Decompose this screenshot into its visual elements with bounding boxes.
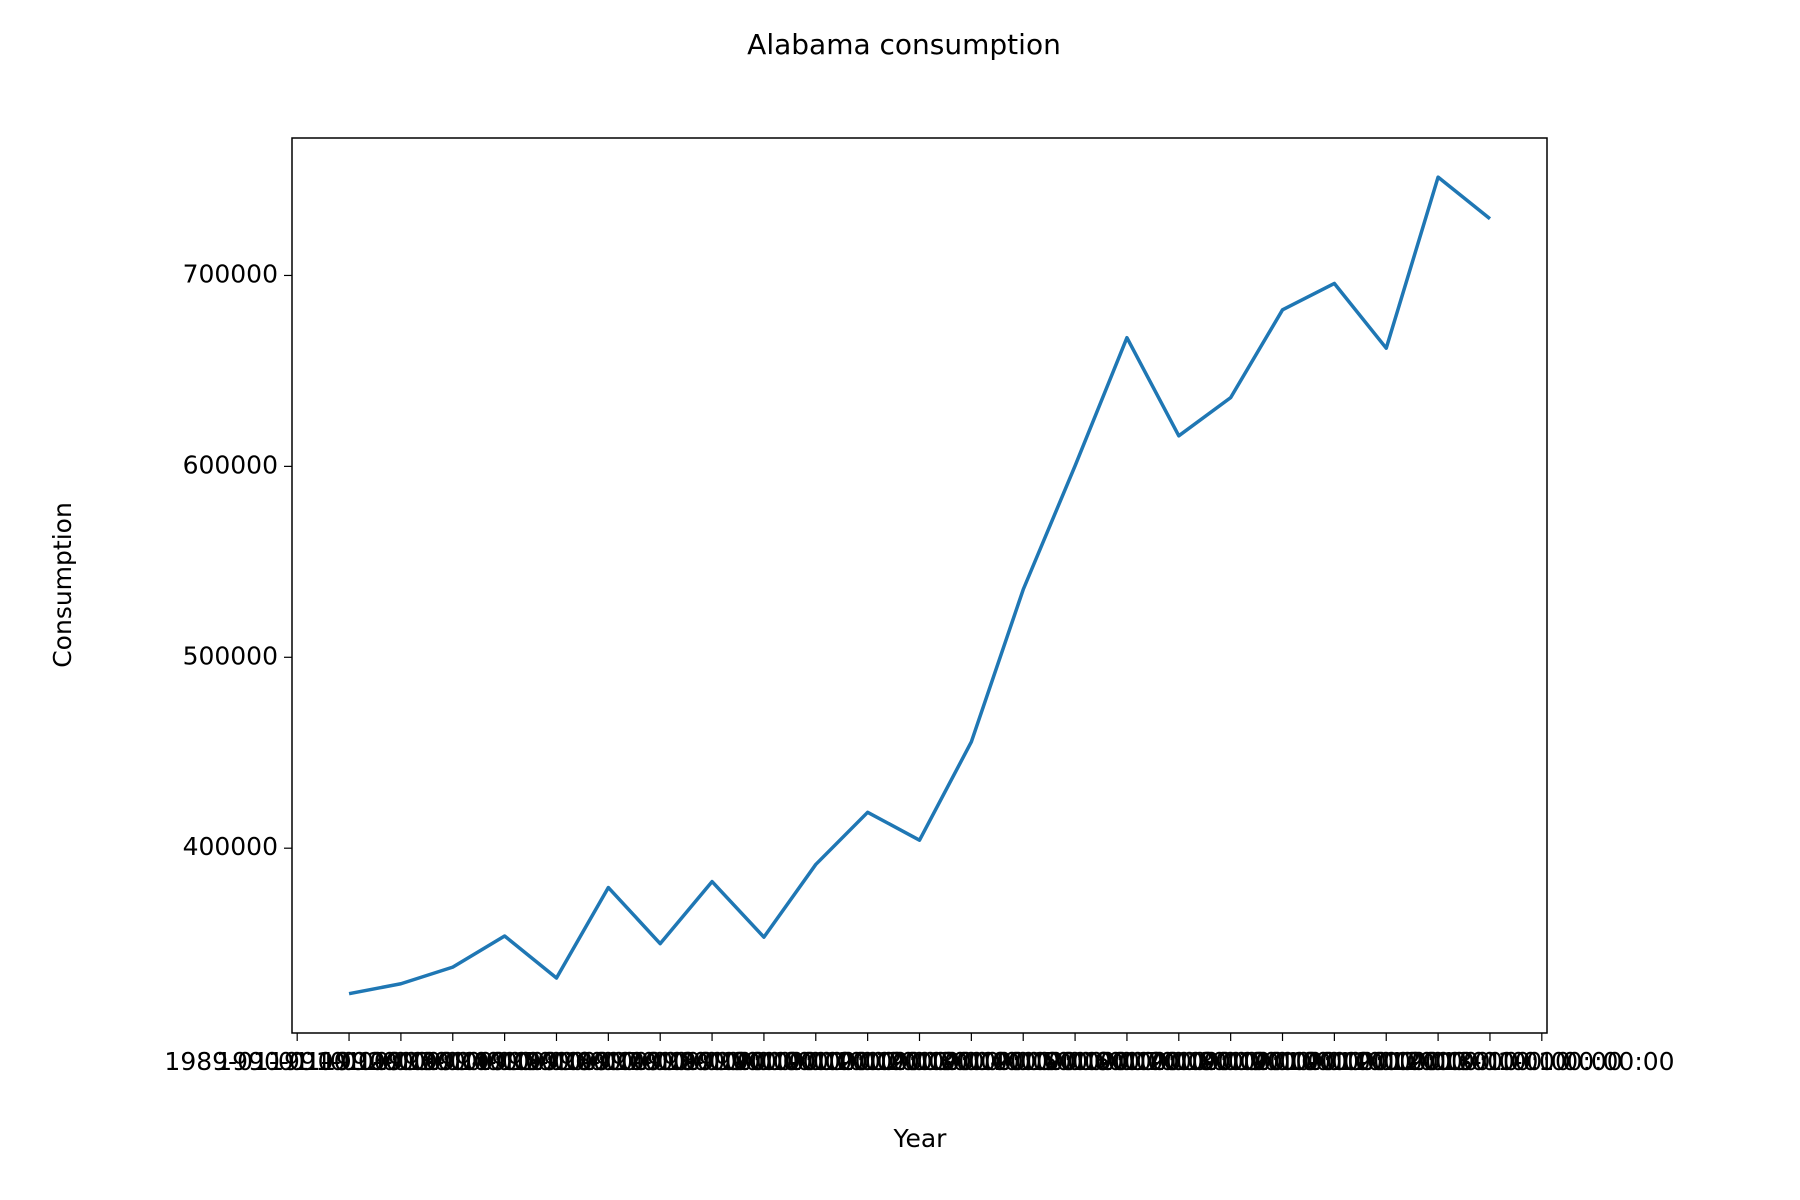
x-tick-label: 1994-01-01 00:00:00 bbox=[424, 1047, 690, 1076]
y-tick-label: 700000 bbox=[183, 259, 278, 288]
x-tick-label: 2010-01-01 00:00:00 bbox=[1253, 1047, 1519, 1076]
x-tick-label: 2004-01-01 00:00:00 bbox=[942, 1047, 1208, 1076]
plot-frame bbox=[291, 137, 1548, 1034]
x-axis-label: Year bbox=[893, 1124, 948, 1153]
x-tick-label: 1993-01-01 00:00:00 bbox=[372, 1047, 638, 1076]
x-tick-label: 1998-01-01 00:00:00 bbox=[631, 1047, 897, 1076]
x-tick-label: 2013-01-01 00:00:00 bbox=[1409, 1047, 1675, 1076]
y-tick-label: 400000 bbox=[183, 832, 278, 861]
x-tick-label: 2011-01-01 00:00:00 bbox=[1305, 1047, 1571, 1076]
x-tick-label: 2005-01-01 00:00:00 bbox=[994, 1047, 1260, 1076]
x-tick-label: 2002-01-01 00:00:00 bbox=[839, 1047, 1105, 1076]
y-axis-label: Consumption bbox=[48, 502, 77, 668]
y-tick-label: 500000 bbox=[183, 641, 278, 670]
x-tick-label: 1991-01-01 00:00:00 bbox=[268, 1047, 534, 1076]
x-tick-label: 2003-01-01 00:00:00 bbox=[890, 1047, 1156, 1076]
x-tick-label: 1999-01-01 00:00:00 bbox=[683, 1047, 949, 1076]
x-tick-label: 2007-01-01 00:00:00 bbox=[1098, 1047, 1364, 1076]
chart-title: Alabama consumption bbox=[747, 28, 1061, 61]
x-tick-label: 2001-01-01 00:00:00 bbox=[787, 1047, 1053, 1076]
x-tick-label: 2006-01-01 00:00:00 bbox=[1046, 1047, 1312, 1076]
y-tick-label: 600000 bbox=[183, 450, 278, 479]
x-tick-label: 2012-01-01 00:00:00 bbox=[1357, 1047, 1623, 1076]
x-tick-label: 2000-01-01 00:00:00 bbox=[735, 1047, 1001, 1076]
x-tick-label: 2008-01-01 00:00:00 bbox=[1150, 1047, 1416, 1076]
x-tick-label: 1995-01-01 00:00:00 bbox=[476, 1047, 742, 1076]
line bbox=[348, 175, 1492, 996]
x-tick-label: 1992-01-01 00:00:00 bbox=[320, 1047, 586, 1076]
x-tick-label: 1997-01-01 00:00:00 bbox=[579, 1047, 845, 1076]
x-tick-label: 1996-01-01 00:00:00 bbox=[527, 1047, 793, 1076]
x-tick-label: 1989-01-01 00:00:00 bbox=[164, 1047, 430, 1076]
x-tick-label: 2009-01-01 00:00:00 bbox=[1202, 1047, 1468, 1076]
x-tick-label: 1990-01-01 00:00:00 bbox=[216, 1047, 482, 1076]
